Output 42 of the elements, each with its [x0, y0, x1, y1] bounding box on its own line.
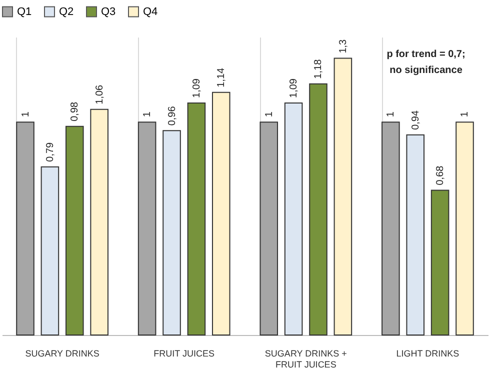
- data-label: 1: [20, 111, 32, 118]
- bar: [16, 122, 34, 336]
- bar: [334, 58, 352, 336]
- bar: [309, 83, 328, 336]
- x-tick-label: SUGARY DRINKS: [25, 348, 100, 358]
- annotation: p for trend = 0,7;: [386, 49, 466, 60]
- data-label: 1: [142, 111, 154, 118]
- bar: [406, 134, 425, 336]
- data-label: 1,09: [191, 78, 202, 98]
- data-label: 1,3: [338, 38, 349, 54]
- bar: [162, 130, 181, 336]
- data-label: 1: [460, 111, 471, 118]
- bar: [40, 166, 60, 336]
- bar: [90, 108, 108, 336]
- data-label: 0,79: [44, 142, 56, 162]
- data-label: 0,96: [166, 106, 178, 126]
- legend-label: Q3: [101, 6, 116, 18]
- data-label: 0,94: [410, 110, 422, 130]
- legend-label: Q1: [17, 6, 32, 18]
- data-label: 1,14: [216, 67, 228, 88]
- bar: [212, 92, 230, 336]
- bar: [260, 122, 278, 336]
- bar: [138, 122, 156, 336]
- legend-label: Q2: [59, 6, 74, 18]
- x-tick-label: SUGARY DRINKS + FRUIT JUICES: [264, 348, 347, 370]
- bar: [456, 122, 474, 336]
- bar: [187, 102, 206, 336]
- bar: [284, 102, 303, 336]
- data-label: 1,06: [94, 84, 106, 104]
- data-label: 1,18: [313, 58, 324, 79]
- x-tick-label: FRUIT JUICES: [154, 348, 215, 358]
- bar: [382, 122, 400, 336]
- data-label: 1: [386, 111, 397, 118]
- data-label: 0,68: [435, 165, 446, 186]
- data-label: 1,09: [288, 78, 300, 98]
- data-label: 0,98: [70, 102, 81, 122]
- annotation: no significance: [390, 65, 463, 76]
- x-tick-label: LIGHT DRINKS: [396, 348, 460, 358]
- legend-label: Q4: [143, 6, 158, 18]
- bar: [65, 126, 84, 336]
- bar: [430, 190, 450, 336]
- data-label: 1: [264, 111, 275, 118]
